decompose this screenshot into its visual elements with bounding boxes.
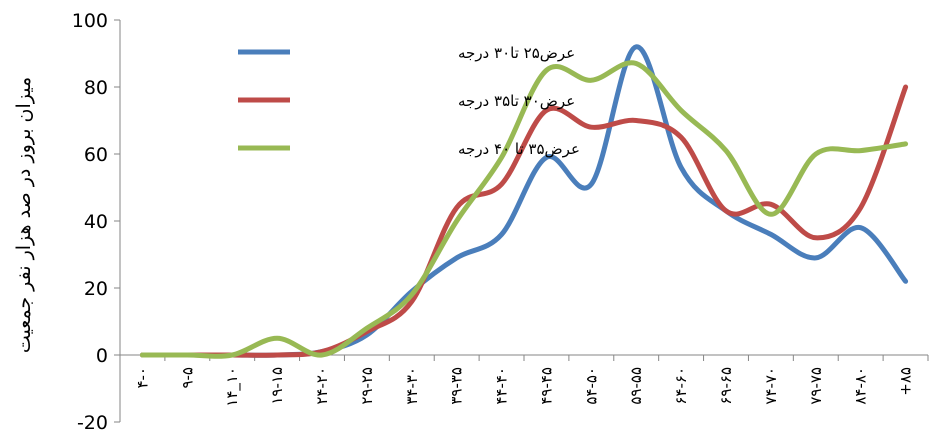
x-tick-label: ۵۹-۵۵ bbox=[627, 367, 645, 405]
y-ticks: -20 0 20 40 60 80 100 bbox=[72, 10, 120, 430]
series-line-2 bbox=[139, 84, 909, 358]
legend-label: عرض۳۰ تا۳۵ درجه bbox=[458, 92, 575, 110]
x-tick-label: ۵۴-۵۰ bbox=[582, 367, 600, 405]
y-tick-label: 0 bbox=[96, 345, 108, 367]
x-tick-label: ۸۴-۸۰ bbox=[852, 367, 870, 405]
x-tick-label: +۸۵ bbox=[897, 367, 915, 396]
x-tick-label: ۳۹-۳۵ bbox=[448, 367, 466, 405]
x-tick-label: ۹-۵ bbox=[178, 367, 196, 389]
x-tick-label: ۶۹-۶۵ bbox=[717, 367, 735, 405]
y-tick-label: 60 bbox=[84, 144, 108, 166]
legend: عرض۲۵ تا۳۰ درجه عرض۳۰ تا۳۵ درجه عرض۳۵ تا ۴… bbox=[238, 44, 580, 158]
x-ticks: ۴-۰ ۹-۵ ۱۴_۱۰ ۱۹-۱۵ ۲۴-۲۰ ۲۹-۲۵ ۳۴-۳۰ ۳۹-۳۵ ۴۴-۴… bbox=[119, 355, 929, 407]
y-tick-label: 40 bbox=[84, 211, 108, 233]
x-tick-label: ۳۴-۳۰ bbox=[403, 367, 421, 405]
legend-label: عرض۲۵ تا۳۰ درجه bbox=[458, 44, 575, 62]
x-tick-label: ۴۹-۴۵ bbox=[537, 367, 555, 405]
x-tick-label: ۲۴-۲۰ bbox=[313, 367, 331, 405]
y-axis-label: میزان بروز در صد هزار نفر جمعیت bbox=[13, 77, 35, 353]
x-tick-label: ۷۴-۷۰ bbox=[762, 367, 780, 405]
legend-label: عرض۳۵ تا ۴۰ درجه bbox=[458, 140, 580, 158]
y-tick-label: -20 bbox=[77, 412, 108, 430]
series-line-3 bbox=[139, 60, 909, 359]
x-tick-label: ۴-۰ bbox=[133, 367, 151, 389]
y-tick-label: 80 bbox=[84, 77, 108, 99]
x-tick-label: ۱۴_۱۰ bbox=[223, 367, 242, 407]
series-lines bbox=[139, 44, 909, 359]
x-tick-label: ۴۴-۴۰ bbox=[493, 367, 511, 405]
y-tick-label: 20 bbox=[84, 278, 108, 300]
y-tick-label: 100 bbox=[72, 10, 108, 32]
x-tick-label: ۶۴-۶۰ bbox=[672, 367, 690, 405]
x-tick-label: ۷۹-۷۵ bbox=[807, 367, 825, 405]
x-tick-label: ۱۹-۱۵ bbox=[268, 367, 286, 405]
x-tick-label: ۲۹-۲۵ bbox=[358, 367, 376, 405]
